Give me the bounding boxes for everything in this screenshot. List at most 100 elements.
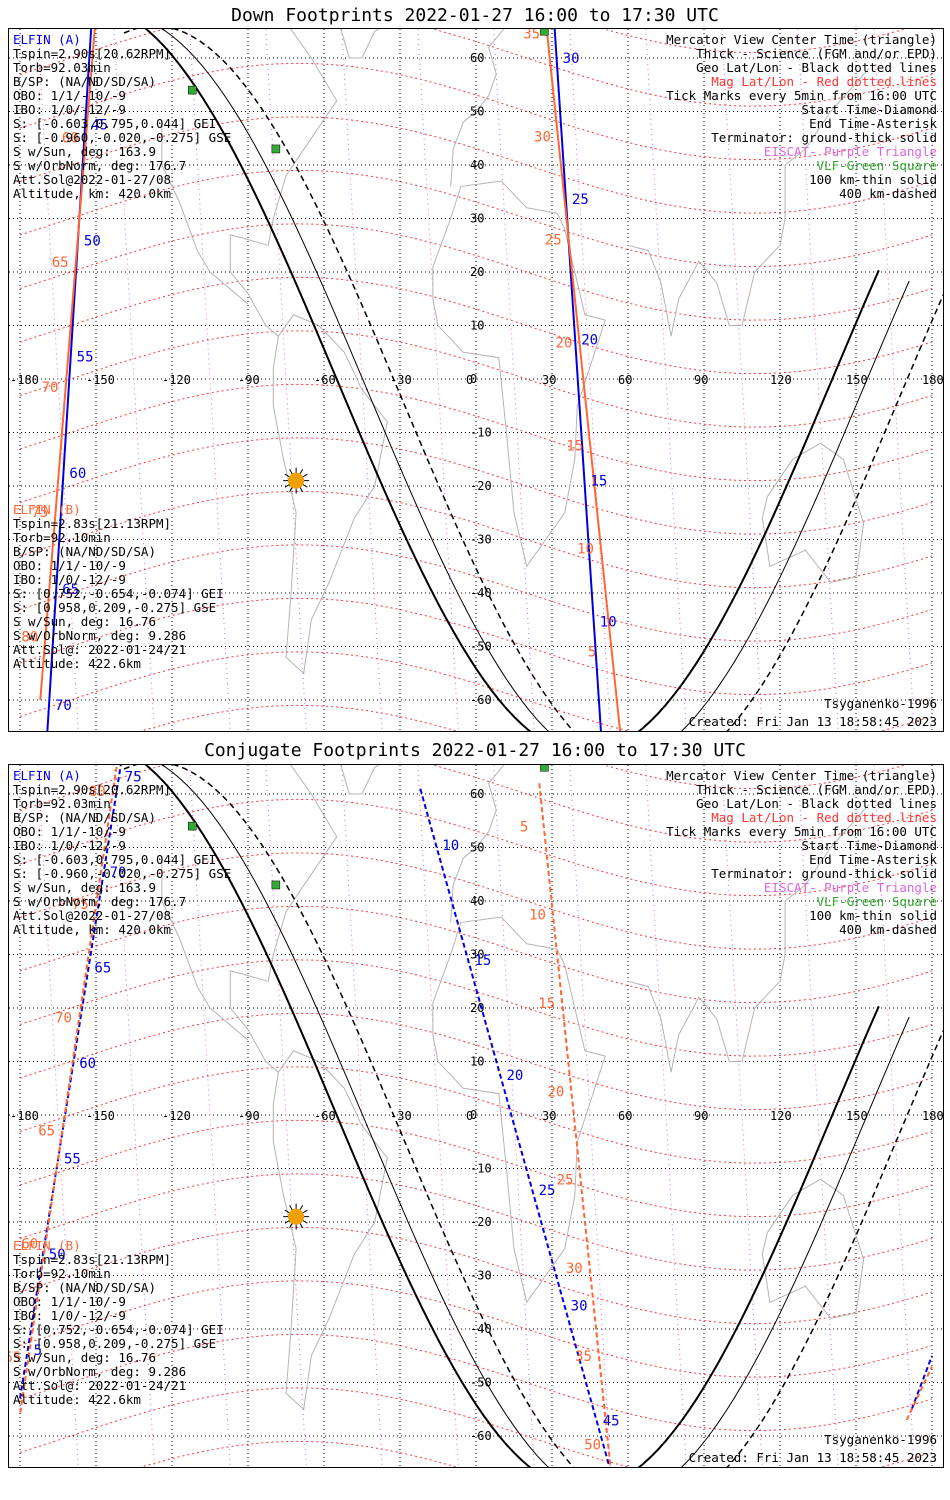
lat-tick-label: 60 — [470, 787, 484, 801]
conjugate-footprints-map: -180-150-120-90-60-300306090120150180706… — [8, 764, 944, 1468]
info-line: Tspin=2.90s[20.62RPM] — [13, 782, 172, 797]
elfin-b-time-label: 30 — [566, 1261, 583, 1277]
mag-parallel — [19, 490, 933, 589]
lat-tick-label: 30 — [470, 948, 484, 962]
lon-tick-label: -180 — [10, 373, 39, 387]
elfin-a-time-label: 30 — [571, 1298, 588, 1314]
down-footprints-map: -180-150-120-90-60-300306090120150180706… — [8, 28, 944, 732]
elfin-b-time-label: 70 — [55, 1010, 72, 1026]
lon-tick-label: 150 — [846, 373, 868, 387]
elfin-b-time-label: 65 — [52, 255, 69, 271]
legend-dashed: 400 km-dashed — [839, 922, 937, 937]
elfin-a-info: ELFIN (A) Tspin=2.90s[20.62RPM] Torb=92.… — [13, 33, 231, 201]
panel-title-conjugate: Conjugate Footprints 2022-01-27 16:00 to… — [204, 740, 746, 761]
legend-terminator: Terminator: ground-thick solid — [711, 866, 937, 881]
info-line: Att.Sol@: 2022-01-24/21 — [13, 1378, 187, 1393]
lon-tick-label: 0 — [466, 373, 473, 387]
mag-parallel — [19, 798, 933, 897]
elfin-a-track — [419, 788, 611, 1467]
elfin-a-time-label: 25 — [539, 1183, 556, 1199]
mag-meridian — [569, 29, 611, 731]
lat-tick-label: -20 — [470, 1215, 492, 1229]
info-line: S: [0.958,0.209,-0.275] GSE — [13, 600, 217, 615]
info-line: IBO: 1/0/-12/-9 — [13, 102, 126, 117]
elfin-a-time-label: 15 — [591, 474, 608, 490]
elfin-a-time-label: 70 — [110, 865, 127, 881]
vlf-square-icon — [540, 29, 549, 36]
info-line: Att.Sol@2022-01-27/08 — [13, 172, 172, 187]
lon-tick-label: 90 — [694, 373, 708, 387]
terminator-ground — [144, 29, 880, 731]
mag-meridian — [873, 29, 915, 731]
legend-mag: Mag Lat/Lon - Red dotted lines — [711, 74, 937, 89]
elfin-b-time-label: 50 — [584, 1437, 601, 1453]
lat-tick-label: 0 — [470, 1108, 477, 1122]
elfin-a-track — [46, 29, 93, 731]
terminator-400km — [123, 765, 943, 1467]
info-line: Altitude: 422.6km — [13, 1392, 141, 1407]
elfin-b-time-label: 65 — [38, 1123, 55, 1139]
coastline — [761, 1178, 865, 1319]
lon-tick-label: 60 — [618, 1109, 632, 1123]
lat-tick-label: -20 — [470, 479, 492, 493]
legend-end: End Time-Asterisk — [809, 116, 937, 131]
lon-tick-label: 180 — [922, 1109, 943, 1123]
info-line: B/SP: (NA/ND/SD/SA) — [13, 74, 156, 89]
coastline — [229, 765, 388, 1411]
model-label: Tsyganenko-1996 — [824, 696, 937, 711]
info-line: S: [-0.960,-0.020,-0.275] GSE — [13, 866, 232, 881]
info-line: S w/OrbNorm, deg: 9.286 — [13, 628, 187, 643]
mag-parallel — [19, 276, 933, 375]
mag-parallel — [19, 1119, 933, 1218]
mag-meridian — [797, 765, 839, 1467]
info-line: Torb=92.03min — [13, 60, 111, 75]
elfin-b-time-label: 5 — [520, 819, 528, 835]
legend-geo: Geo Lat/Lon - Black dotted lines — [696, 60, 937, 75]
mag-parallel — [19, 765, 933, 843]
info-line: OBO: 1/1/-10/-9 — [13, 824, 126, 839]
legend-start: Start Time-Diamond — [801, 102, 937, 117]
coastline — [450, 29, 505, 187]
legend-geo: Geo Lat/Lon - Black dotted lines — [696, 796, 937, 811]
info-line: B/SP: (NA/ND/SD/SA) — [13, 544, 156, 559]
lon-tick-label: 120 — [770, 1109, 792, 1123]
elfin-b-time-label: 20 — [547, 1084, 564, 1100]
coastline — [627, 68, 870, 337]
lat-tick-label: 20 — [470, 265, 484, 279]
info-line: IBO: 1/0/-12/-9 — [13, 572, 126, 587]
elfin-a-time-label: 45 — [91, 117, 108, 133]
mag-parallel — [19, 1333, 933, 1432]
elfin-a-time-label: 15 — [474, 953, 491, 969]
legend-vlf: VLF-Green Square — [816, 894, 937, 909]
lat-tick-label: 40 — [470, 158, 484, 172]
mag-meridian — [265, 765, 307, 1467]
elfin-b-time-label: 15 — [566, 439, 583, 455]
created-label: Created: Fri Jan 13 18:58:45 2023 — [688, 714, 937, 729]
mag-parallel — [19, 437, 933, 535]
mag-meridian — [493, 765, 535, 1467]
mag-parallel — [19, 905, 933, 1004]
info-line: S: [0.958,0.209,-0.275] GSE — [13, 1336, 217, 1351]
elfin-a-info: ELFIN (A) Tspin=2.90s[20.62RPM] Torb=92.… — [13, 769, 231, 937]
info-line: B/SP: (NA/ND/SD/SA) — [13, 810, 156, 825]
mag-meridian — [341, 29, 383, 731]
mag-parallel — [19, 597, 933, 696]
lat-tick-label: -50 — [470, 640, 492, 654]
elfin-b-info: ELFIN (B) Tspin=2.83s[21.13RPM] Torb=92.… — [13, 503, 224, 671]
lat-tick-label: -30 — [470, 1269, 492, 1283]
mag-parallel — [19, 1066, 933, 1164]
legend: Mercator View Center Time (triangle) Thi… — [666, 769, 937, 937]
lat-tick-label: -50 — [470, 1376, 492, 1390]
legend-eiscat: EISCAT- Purple Triangle — [763, 880, 937, 895]
info-line: S w/Sun, deg: 163.9 — [13, 144, 156, 159]
info-line: S: [-0.603,0.795,0.044] GEI — [13, 116, 217, 131]
mag-parallel — [19, 959, 933, 1057]
sun-icon — [288, 472, 305, 489]
elfin-b-track — [545, 29, 622, 731]
legend-vlf: VLF-Green Square — [816, 158, 937, 173]
elfin-b-time-label: 25 — [557, 1173, 574, 1189]
info-line: IBO: 1/0/-12/-9 — [13, 1308, 126, 1323]
info-line: Altitude: 422.6km — [13, 656, 141, 671]
lat-tick-label: -60 — [470, 693, 492, 707]
map-canvas: -180-150-120-90-60-300306090120150180706… — [9, 29, 943, 731]
